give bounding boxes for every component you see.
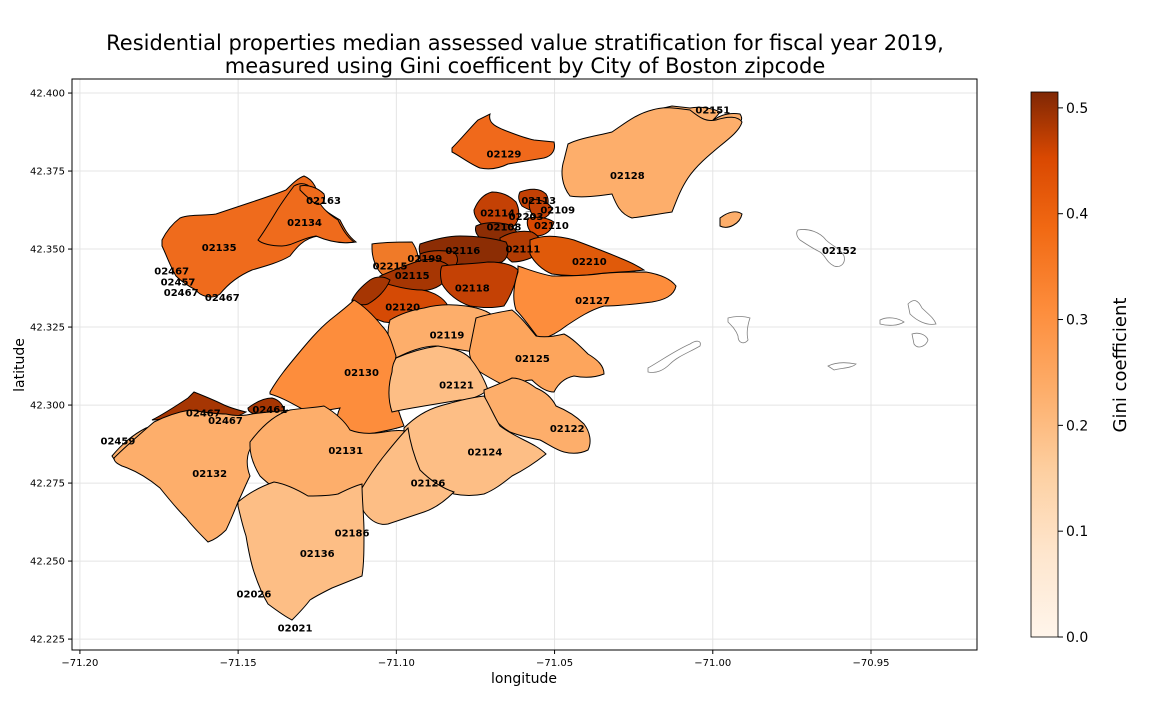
colorbar-tick-label: 0.1 bbox=[1066, 524, 1088, 540]
region-02128 bbox=[561, 107, 743, 228]
zip-label-02459: 02459 bbox=[100, 436, 135, 447]
chart-title-line-2: measured using Gini coefficent by City o… bbox=[225, 54, 826, 78]
zip-label-02203: 02203 bbox=[509, 212, 544, 223]
y-tick-label: 42.375 bbox=[30, 167, 65, 178]
zip-label-02110: 02110 bbox=[534, 221, 569, 232]
island-outline bbox=[879, 317, 905, 326]
zip-label-02121: 02121 bbox=[439, 380, 474, 391]
zip-label-02109: 02109 bbox=[540, 206, 575, 217]
zip-label-02467: 02467 bbox=[208, 416, 243, 427]
region-02121 bbox=[388, 345, 489, 413]
zip-label-02108: 02108 bbox=[487, 223, 522, 234]
zip-label-02118: 02118 bbox=[455, 284, 490, 295]
y-tick-label: 42.400 bbox=[30, 89, 65, 100]
y-tick-label: 42.250 bbox=[30, 557, 65, 568]
x-tick-label: −71.20 bbox=[61, 658, 98, 669]
colorbar-label: Gini coefficient bbox=[1110, 298, 1131, 433]
zip-label-02186: 02186 bbox=[335, 528, 370, 539]
colorbar: 0.0 0.1 0.2 0.3 0.4 0.5 bbox=[1030, 91, 1088, 646]
y-tick-label: 42.350 bbox=[30, 245, 65, 256]
colorbar-tick-label: 0.3 bbox=[1066, 313, 1088, 329]
island-outline bbox=[827, 362, 857, 371]
zip-label-02129: 02129 bbox=[487, 149, 522, 160]
zip-label-02199: 02199 bbox=[407, 254, 442, 265]
colorbar-gradient bbox=[1030, 91, 1059, 638]
zip-label-02136: 02136 bbox=[300, 549, 335, 560]
zip-label-02125: 02125 bbox=[515, 354, 550, 365]
axes-frame bbox=[71, 78, 978, 651]
x-tick-label: −71.05 bbox=[536, 658, 573, 669]
zip-label-02026: 02026 bbox=[237, 589, 272, 600]
zip-label-02467: 02467 bbox=[164, 288, 199, 299]
zip-label-02163: 02163 bbox=[306, 196, 341, 207]
region-02127 bbox=[513, 265, 677, 341]
zip-label-02467: 02467 bbox=[154, 266, 189, 277]
x-axis-label: longitude bbox=[491, 671, 557, 687]
y-tick-label: 42.300 bbox=[30, 401, 65, 412]
zip-label-02151: 02151 bbox=[695, 106, 730, 117]
island-outline bbox=[647, 340, 701, 373]
zip-label-02128: 02128 bbox=[610, 171, 645, 182]
x-tick-label: −71.10 bbox=[378, 658, 415, 669]
region-02129 bbox=[451, 113, 555, 170]
zip-label-02132: 02132 bbox=[192, 469, 227, 480]
zip-label-02461: 02461 bbox=[252, 405, 287, 416]
map-layer bbox=[111, 105, 937, 621]
zip-label-02152: 02152 bbox=[822, 246, 857, 257]
zip-label-02115: 02115 bbox=[395, 271, 430, 282]
y-axis-label: latitude bbox=[12, 338, 28, 392]
y-tick-label: 42.325 bbox=[30, 323, 65, 334]
y-tick-label: 42.275 bbox=[30, 479, 65, 490]
region-02110 bbox=[526, 216, 555, 237]
zip-label-02122: 02122 bbox=[550, 424, 585, 435]
zip-label-02114: 02114 bbox=[480, 209, 515, 220]
zip-label-02210: 02210 bbox=[572, 257, 607, 268]
island-outline bbox=[727, 316, 751, 344]
zip-label-02467: 02467 bbox=[205, 293, 240, 304]
region-02109 bbox=[528, 199, 553, 219]
region-02118 bbox=[440, 261, 519, 308]
island-outline bbox=[796, 229, 845, 267]
zip-label-02127: 02127 bbox=[575, 296, 610, 307]
region-02134 bbox=[257, 183, 356, 247]
y-tick-label: 42.225 bbox=[30, 635, 65, 646]
island-outline bbox=[907, 300, 937, 325]
region-02210 bbox=[529, 235, 646, 276]
zip-label-02135: 02135 bbox=[202, 243, 237, 254]
zip-label-02116: 02116 bbox=[445, 246, 480, 257]
zip-label-02021: 02021 bbox=[278, 624, 313, 635]
zip-label-02126: 02126 bbox=[411, 479, 446, 490]
chart-title: Residential properties median assessed v… bbox=[106, 31, 944, 55]
colorbar-tick-label: 0.0 bbox=[1066, 630, 1088, 646]
zip-label-02457: 02457 bbox=[161, 277, 196, 288]
zip-label-02120: 02120 bbox=[385, 302, 420, 313]
x-tick-label: −70.95 bbox=[852, 658, 889, 669]
zip-label-02131: 02131 bbox=[328, 446, 363, 457]
zip-label-02130: 02130 bbox=[344, 368, 379, 379]
colorbar-tick-label: 0.4 bbox=[1066, 207, 1088, 223]
region-02136 bbox=[237, 481, 365, 621]
region-02132 bbox=[113, 409, 289, 543]
x-tick-label: −71.00 bbox=[694, 658, 731, 669]
zip-label-02467: 02467 bbox=[186, 408, 221, 419]
region-02126 bbox=[359, 426, 455, 525]
region-02122 bbox=[483, 377, 591, 454]
region-02120-west bbox=[351, 276, 391, 306]
region-02163 bbox=[299, 185, 325, 205]
zip-label-02124: 02124 bbox=[468, 447, 503, 458]
colorbar-tick-label: 0.5 bbox=[1066, 101, 1088, 117]
zip-label-02134: 02134 bbox=[287, 218, 322, 229]
island-outline bbox=[911, 332, 929, 348]
zip-label-02111: 02111 bbox=[506, 245, 541, 256]
zip-label-02119: 02119 bbox=[430, 330, 465, 341]
zip-label-02113: 02113 bbox=[521, 196, 556, 207]
axes: −71.20 −71.15 −71.10 −71.05 −71.00 −70.95 42.2… bbox=[30, 78, 978, 669]
zip-label-02215: 02215 bbox=[373, 262, 408, 273]
x-tick-label: −71.15 bbox=[220, 658, 257, 669]
colorbar-tick-label: 0.2 bbox=[1066, 418, 1088, 434]
